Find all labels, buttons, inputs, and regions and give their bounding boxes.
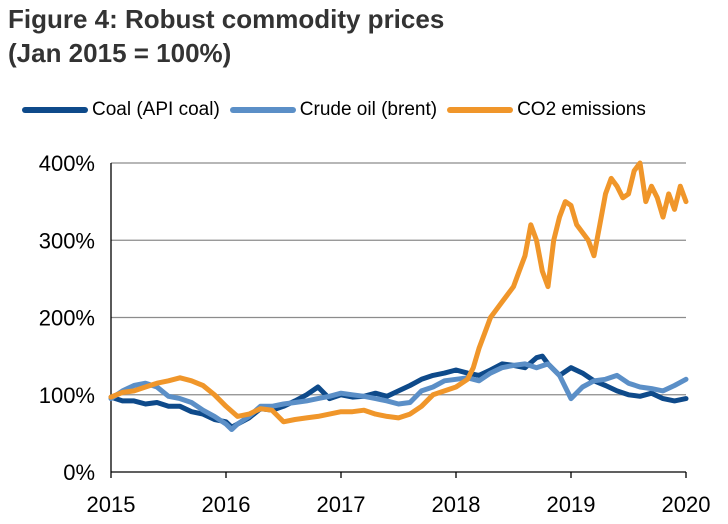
legend-label: CO2 emissions bbox=[517, 99, 646, 120]
chart-legend: Coal (API coal) Crude oil (brent) CO2 emis… bbox=[22, 96, 656, 124]
legend-label: Crude oil (brent) bbox=[299, 99, 438, 120]
x-tick-label: 2015 bbox=[87, 492, 136, 517]
x-axis: 2015 2016 2017 2018 2019 2020 bbox=[87, 471, 711, 517]
x-tick-label: 2016 bbox=[202, 492, 251, 517]
legend-swatch bbox=[229, 107, 296, 113]
legend-swatch bbox=[22, 107, 88, 113]
x-tick-label: 2019 bbox=[547, 492, 596, 517]
legend-label: Coal (API coal) bbox=[92, 99, 220, 120]
chart-title-line-1: Figure 4: Robust commodity prices bbox=[8, 4, 445, 34]
y-tick-label: 200% bbox=[39, 306, 95, 331]
series-line-1 bbox=[108, 353, 689, 430]
series-line-2 bbox=[108, 361, 689, 432]
x-tick-label: 2018 bbox=[432, 492, 481, 517]
chart-title: Figure 4: Robust commodity prices (Jan 2… bbox=[8, 2, 444, 70]
gridlines bbox=[111, 162, 686, 396]
y-tick-label: 300% bbox=[39, 228, 95, 253]
x-tick-label: 2017 bbox=[317, 492, 366, 517]
chart-title-line-2: (Jan 2015 = 100%) bbox=[8, 38, 232, 68]
x-tick-label: 2020 bbox=[662, 492, 711, 517]
y-tick-label: 0% bbox=[63, 460, 95, 485]
series-lines bbox=[108, 160, 689, 432]
y-tick-label: 100% bbox=[39, 383, 95, 408]
legend-swatch bbox=[447, 107, 514, 113]
legend-item: Crude oil (brent) bbox=[229, 99, 438, 121]
y-tick-label: 400% bbox=[39, 151, 95, 176]
legend-item: CO2 emissions bbox=[447, 99, 646, 121]
y-axis: 0% 100% 200% 300% 400% bbox=[39, 151, 112, 485]
legend-item: Coal (API coal) bbox=[22, 99, 220, 121]
series-line-3 bbox=[108, 160, 689, 425]
